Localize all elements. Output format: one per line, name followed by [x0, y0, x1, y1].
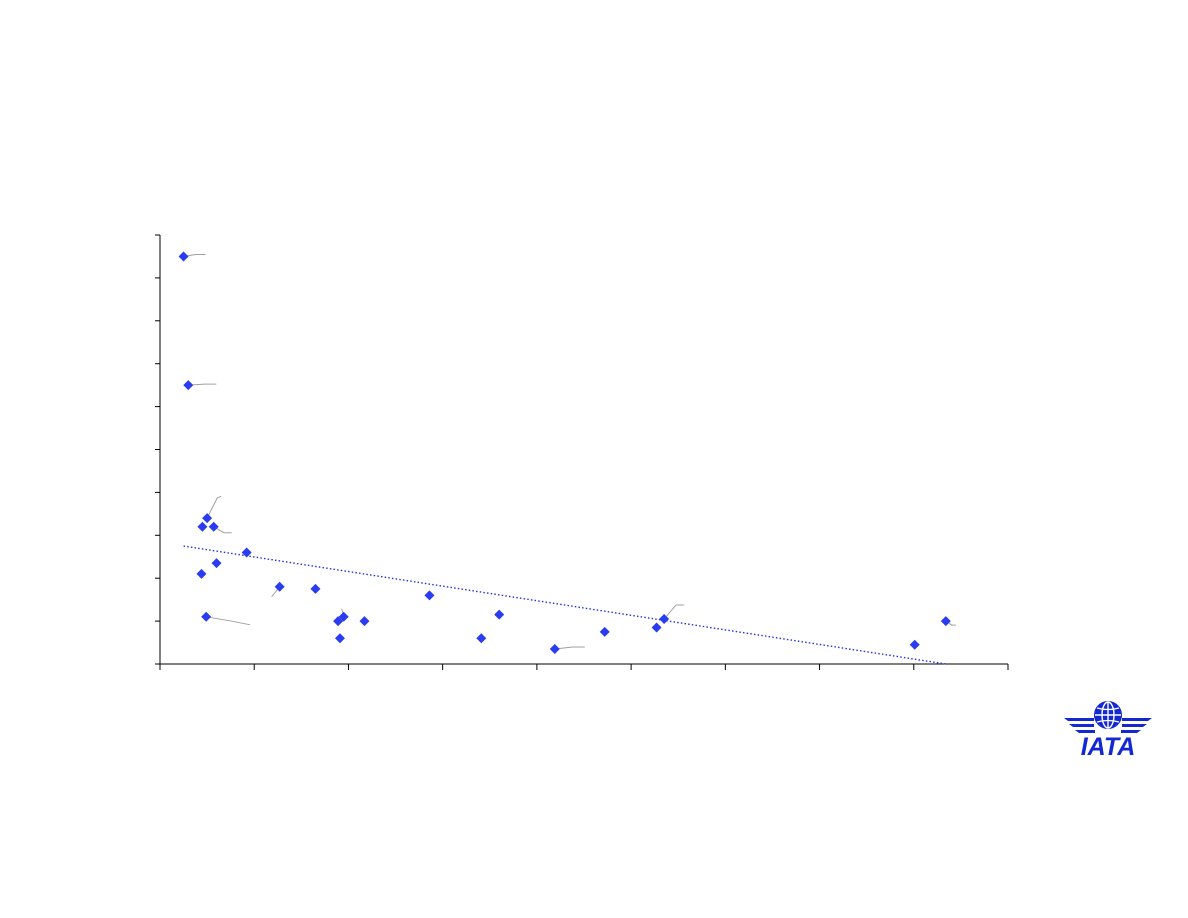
- label-leader-line: [206, 495, 222, 519]
- data-point-16: [424, 590, 435, 601]
- label-leader-line: [554, 646, 585, 650]
- data-point-5: [208, 521, 219, 532]
- data-point-15: [359, 616, 370, 627]
- data-point-9: [201, 611, 212, 622]
- wings-icon: [1064, 718, 1152, 733]
- label-leader-line: [213, 526, 232, 534]
- data-point-22: [659, 613, 670, 624]
- globe-icon: [1094, 701, 1122, 729]
- trendline: [183, 545, 946, 665]
- data-label-leaders: [183, 253, 956, 650]
- data-point-14: [334, 633, 345, 644]
- label-leader-line: [188, 383, 217, 386]
- data-point-13: [338, 611, 349, 622]
- iata-logo: IATA: [1064, 701, 1152, 760]
- data-point-8: [241, 547, 252, 558]
- label-leader-line: [663, 604, 685, 620]
- data-point-6: [196, 568, 207, 579]
- trendline-group: [183, 545, 946, 665]
- data-point-24: [940, 616, 951, 627]
- data-point-2: [183, 380, 194, 391]
- data-point-18: [494, 609, 505, 620]
- data-point-10: [274, 581, 285, 592]
- data-point-19: [549, 643, 560, 654]
- chart-axes: [155, 234, 1009, 670]
- data-point-7: [211, 558, 222, 569]
- data-point-1: [178, 251, 189, 262]
- logo-text: IATA: [1081, 733, 1136, 760]
- data-point-3: [197, 521, 208, 532]
- label-leader-line: [206, 616, 251, 626]
- data-point-4: [202, 513, 213, 524]
- data-points: [178, 251, 951, 654]
- data-point-17: [476, 633, 487, 644]
- data-point-21: [651, 622, 662, 633]
- data-point-20: [599, 626, 610, 637]
- data-point-11: [310, 583, 321, 594]
- data-point-23: [909, 639, 920, 650]
